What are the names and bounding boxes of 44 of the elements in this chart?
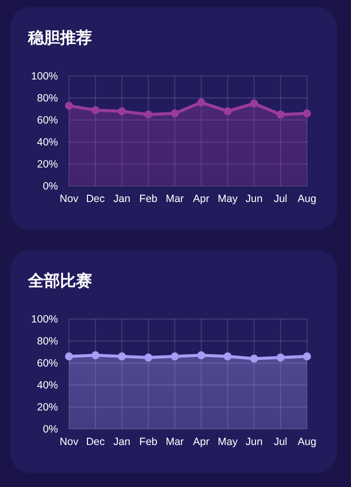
x-tick-label: Jan <box>113 193 131 205</box>
x-tick-label: Apr <box>193 436 210 448</box>
chart-title: 全部比赛 <box>27 271 92 290</box>
x-tick-label: Dec <box>86 436 105 448</box>
x-tick-label: Jul <box>274 436 288 448</box>
y-tick-label: 100% <box>31 70 58 83</box>
x-tick-label: Mar <box>166 193 184 205</box>
x-tick-label: Nov <box>60 193 80 205</box>
point <box>65 102 73 110</box>
x-tick-label: Apr <box>193 193 210 205</box>
x-tick-label: Jun <box>246 193 263 205</box>
x-tick-label: Jan <box>113 436 131 448</box>
y-tick-label: 20% <box>36 158 58 171</box>
x-tick-label: May <box>218 193 238 205</box>
y-tick-label: 60% <box>36 358 58 370</box>
y-tick-label: 20% <box>36 402 58 414</box>
y-tick-label: 60% <box>36 114 58 127</box>
y-tick-label: 40% <box>36 380 58 392</box>
x-tick-label: Aug <box>298 193 316 205</box>
x-tick-label: May <box>218 436 238 448</box>
point <box>144 110 152 118</box>
x-tick-label: Feb <box>139 193 158 205</box>
x-tick-label: Dec <box>86 193 105 205</box>
point <box>276 110 285 118</box>
x-tick-label: Feb <box>139 436 158 448</box>
x-tick-label: Mar <box>166 436 184 448</box>
point <box>224 107 232 116</box>
y-tick-label: 0% <box>42 180 58 193</box>
x-tick-label: Nov <box>60 436 80 448</box>
x-tick-label: Jul <box>274 193 288 205</box>
y-tick-label: 100% <box>31 314 58 326</box>
x-tick-label: Jun <box>246 436 263 448</box>
x-tick-label: Aug <box>298 436 316 448</box>
y-tick-label: 40% <box>36 136 58 149</box>
point <box>118 107 126 116</box>
point <box>250 100 258 108</box>
point <box>197 98 206 106</box>
y-tick-label: 80% <box>36 92 58 105</box>
y-tick-label: 80% <box>36 336 58 348</box>
point <box>170 109 179 118</box>
point <box>303 109 311 118</box>
y-tick-label: 0% <box>42 424 58 436</box>
chart-title: 稳胆推荐 <box>27 28 92 47</box>
point <box>91 106 100 114</box>
